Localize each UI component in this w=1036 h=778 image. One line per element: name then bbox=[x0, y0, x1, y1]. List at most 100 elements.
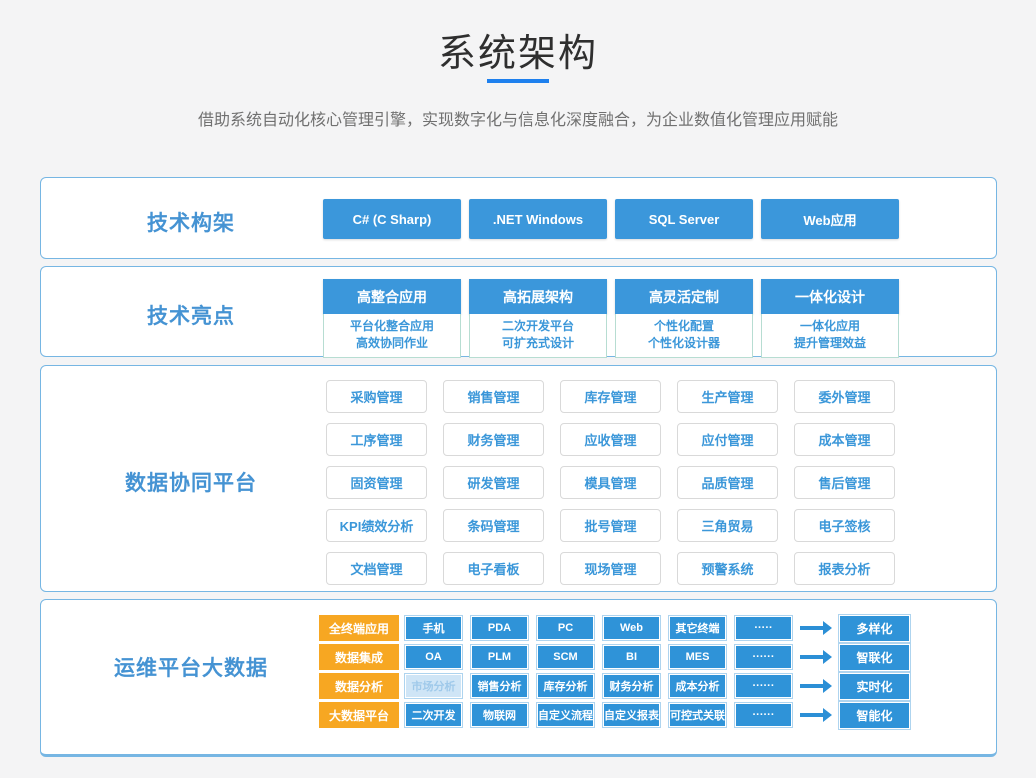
term-button-pda[interactable]: PDA bbox=[472, 617, 527, 639]
flow-arrow-icon bbox=[800, 708, 832, 722]
ops-row-items: OA PLM SCM BI MES ······ bbox=[406, 646, 791, 668]
flow-arrow-icon bbox=[800, 650, 832, 664]
term-button-cost-analysis[interactable]: 成本分析 bbox=[670, 675, 725, 697]
ops-row-integration: 数据集成 OA PLM SCM BI MES ······ 智联化 bbox=[319, 644, 909, 670]
module-button-rnd[interactable]: 研发管理 bbox=[443, 466, 544, 499]
highlight-card-customization: 高灵活定制 个性化配置 个性化设计器 bbox=[615, 279, 753, 358]
term-button-plm[interactable]: PLM bbox=[472, 646, 527, 668]
module-button-mold[interactable]: 模具管理 bbox=[560, 466, 661, 499]
highlight-line: 个性化配置 bbox=[653, 319, 714, 333]
highlight-line: 个性化设计器 bbox=[647, 336, 720, 350]
term-button-sales-analysis[interactable]: 销售分析 bbox=[472, 675, 527, 697]
term-button-iot[interactable]: 物联网 bbox=[472, 704, 527, 726]
module-button-receivable[interactable]: 应收管理 bbox=[560, 423, 661, 456]
tech-button-sql-server[interactable]: SQL Server bbox=[615, 199, 753, 239]
term-button-more[interactable]: ······ bbox=[736, 675, 791, 697]
highlight-card-extensibility: 高拓展架构 二次开发平台 可扩充式设计 bbox=[469, 279, 607, 358]
highlight-card-row: 高整合应用 平台化整合应用 高效协同作业 高拓展架构 二次开发平台 可扩充式设计… bbox=[323, 279, 899, 358]
tech-button-dotnet-windows[interactable]: .NET Windows bbox=[469, 199, 607, 239]
term-button-inventory-analysis[interactable]: 库存分析 bbox=[538, 675, 593, 697]
page-subtitle: 借助系统自动化核心管理引擎，实现数字化与信息化深度融合，为企业数值化管理应用赋能 bbox=[197, 112, 838, 129]
module-button-production[interactable]: 生产管理 bbox=[677, 380, 778, 413]
term-button-market-analysis[interactable]: 市场分析 bbox=[406, 675, 461, 697]
highlight-line: 二次开发平台 bbox=[501, 319, 574, 333]
module-button-cost[interactable]: 成本管理 bbox=[794, 423, 895, 456]
module-button-e-signature[interactable]: 电子签核 bbox=[794, 509, 895, 542]
ops-row-items: 手机 PDA PC Web 其它终端 ····· bbox=[406, 617, 791, 639]
tech-button-web-app[interactable]: Web应用 bbox=[761, 199, 899, 239]
term-button-controllable-link[interactable]: 可控式关联 bbox=[670, 704, 725, 726]
module-button-finance[interactable]: 财务管理 bbox=[443, 423, 544, 456]
ops-row-terminals: 全终端应用 手机 PDA PC Web 其它终端 ····· 多样化 bbox=[319, 615, 909, 641]
module-button-sales[interactable]: 销售管理 bbox=[443, 380, 544, 413]
highlight-card-integration: 高整合应用 平台化整合应用 高效协同作业 bbox=[323, 279, 461, 358]
category-button-analysis[interactable]: 数据分析 bbox=[319, 673, 399, 699]
term-button-bi[interactable]: BI bbox=[604, 646, 659, 668]
module-button-triangle-trade[interactable]: 三角贸易 bbox=[677, 509, 778, 542]
term-button-finance-analysis[interactable]: 财务分析 bbox=[604, 675, 659, 697]
module-button-after-sales[interactable]: 售后管理 bbox=[794, 466, 895, 499]
term-button-mobile[interactable]: 手机 bbox=[406, 617, 461, 639]
highlight-line: 一体化应用 bbox=[799, 319, 860, 333]
result-button-realtime[interactable]: 实时化 bbox=[840, 673, 909, 699]
result-button-diversified[interactable]: 多样化 bbox=[840, 615, 909, 641]
section-label-data-platform: 数据协同平台 bbox=[125, 472, 257, 495]
term-button-secondary-dev[interactable]: 二次开发 bbox=[406, 704, 461, 726]
module-button-quality[interactable]: 品质管理 bbox=[677, 466, 778, 499]
result-button-interconnected[interactable]: 智联化 bbox=[840, 644, 909, 670]
highlight-line: 提升管理效益 bbox=[793, 336, 866, 350]
module-button-e-kanban[interactable]: 电子看板 bbox=[443, 552, 544, 585]
term-button-more[interactable]: ····· bbox=[736, 617, 791, 639]
tech-button-csharp[interactable]: C# (C Sharp) bbox=[323, 199, 461, 239]
module-button-kpi[interactable]: KPI绩效分析 bbox=[326, 509, 427, 542]
term-button-other-terminals[interactable]: 其它终端 bbox=[670, 617, 725, 639]
ops-row-items: 二次开发 物联网 自定义流程 自定义报表 可控式关联 ······ bbox=[406, 704, 791, 726]
section-tech-framework: 技术构架 C# (C Sharp) .NET Windows SQL Serve… bbox=[40, 177, 997, 259]
module-button-purchase[interactable]: 采购管理 bbox=[326, 380, 427, 413]
module-button-report-analysis[interactable]: 报表分析 bbox=[794, 552, 895, 585]
page-title: 系统架构 bbox=[437, 33, 598, 75]
term-button-more[interactable]: ······ bbox=[736, 646, 791, 668]
term-button-custom-workflow[interactable]: 自定义流程 bbox=[538, 704, 593, 726]
flow-arrow-icon bbox=[800, 621, 832, 635]
tech-button-row: C# (C Sharp) .NET Windows SQL Server Web… bbox=[323, 199, 899, 239]
flow-arrow-icon bbox=[800, 679, 832, 693]
module-button-shopfloor[interactable]: 现场管理 bbox=[560, 552, 661, 585]
result-button-intelligent[interactable]: 智能化 bbox=[840, 702, 909, 728]
module-button-fixed-assets[interactable]: 固资管理 bbox=[326, 466, 427, 499]
module-button-inventory[interactable]: 库存管理 bbox=[560, 380, 661, 413]
highlight-card-body: 一体化应用 提升管理效益 bbox=[761, 314, 899, 358]
module-button-alert-system[interactable]: 预警系统 bbox=[677, 552, 778, 585]
highlight-card-body: 平台化整合应用 高效协同作业 bbox=[323, 314, 461, 358]
module-button-process[interactable]: 工序管理 bbox=[326, 423, 427, 456]
term-button-mes[interactable]: MES bbox=[670, 646, 725, 668]
highlight-line: 平台化整合应用 bbox=[349, 319, 434, 333]
ops-rows: 全终端应用 手机 PDA PC Web 其它终端 ····· 多样化 数据集成 … bbox=[319, 615, 909, 731]
module-button-batch[interactable]: 批号管理 bbox=[560, 509, 661, 542]
module-button-outsourcing[interactable]: 委外管理 bbox=[794, 380, 895, 413]
term-button-oa[interactable]: OA bbox=[406, 646, 461, 668]
highlight-card-title: 高整合应用 bbox=[323, 279, 461, 314]
ops-row-analysis: 数据分析 市场分析 销售分析 库存分析 财务分析 成本分析 ······ 实时化 bbox=[319, 673, 909, 699]
term-button-custom-report[interactable]: 自定义报表 bbox=[604, 704, 659, 726]
section-label-tech-framework: 技术构架 bbox=[147, 212, 235, 235]
ops-row-bigdata: 大数据平台 二次开发 物联网 自定义流程 自定义报表 可控式关联 ······ … bbox=[319, 702, 909, 728]
category-button-terminals[interactable]: 全终端应用 bbox=[319, 615, 399, 641]
term-button-scm[interactable]: SCM bbox=[538, 646, 593, 668]
term-button-more[interactable]: ······ bbox=[736, 704, 791, 726]
highlight-card-body: 个性化配置 个性化设计器 bbox=[615, 314, 753, 358]
category-button-integration[interactable]: 数据集成 bbox=[319, 644, 399, 670]
highlight-card-body: 二次开发平台 可扩充式设计 bbox=[469, 314, 607, 358]
category-button-bigdata[interactable]: 大数据平台 bbox=[319, 702, 399, 728]
module-grid: 采购管理 销售管理 库存管理 生产管理 委外管理 工序管理 财务管理 应收管理 … bbox=[326, 380, 895, 585]
section-ops-platform: 运维平台大数据 全终端应用 手机 PDA PC Web 其它终端 ····· 多… bbox=[40, 599, 997, 757]
title-underline bbox=[487, 79, 549, 83]
section-tech-highlights: 技术亮点 高整合应用 平台化整合应用 高效协同作业 高拓展架构 二次开发平台 可… bbox=[40, 266, 997, 358]
module-button-payable[interactable]: 应付管理 bbox=[677, 423, 778, 456]
module-button-barcode[interactable]: 条码管理 bbox=[443, 509, 544, 542]
module-button-document[interactable]: 文档管理 bbox=[326, 552, 427, 585]
term-button-web[interactable]: Web bbox=[604, 617, 659, 639]
section-label-tech-highlights: 技术亮点 bbox=[147, 305, 235, 328]
highlight-card-title: 高灵活定制 bbox=[615, 279, 753, 314]
term-button-pc[interactable]: PC bbox=[538, 617, 593, 639]
